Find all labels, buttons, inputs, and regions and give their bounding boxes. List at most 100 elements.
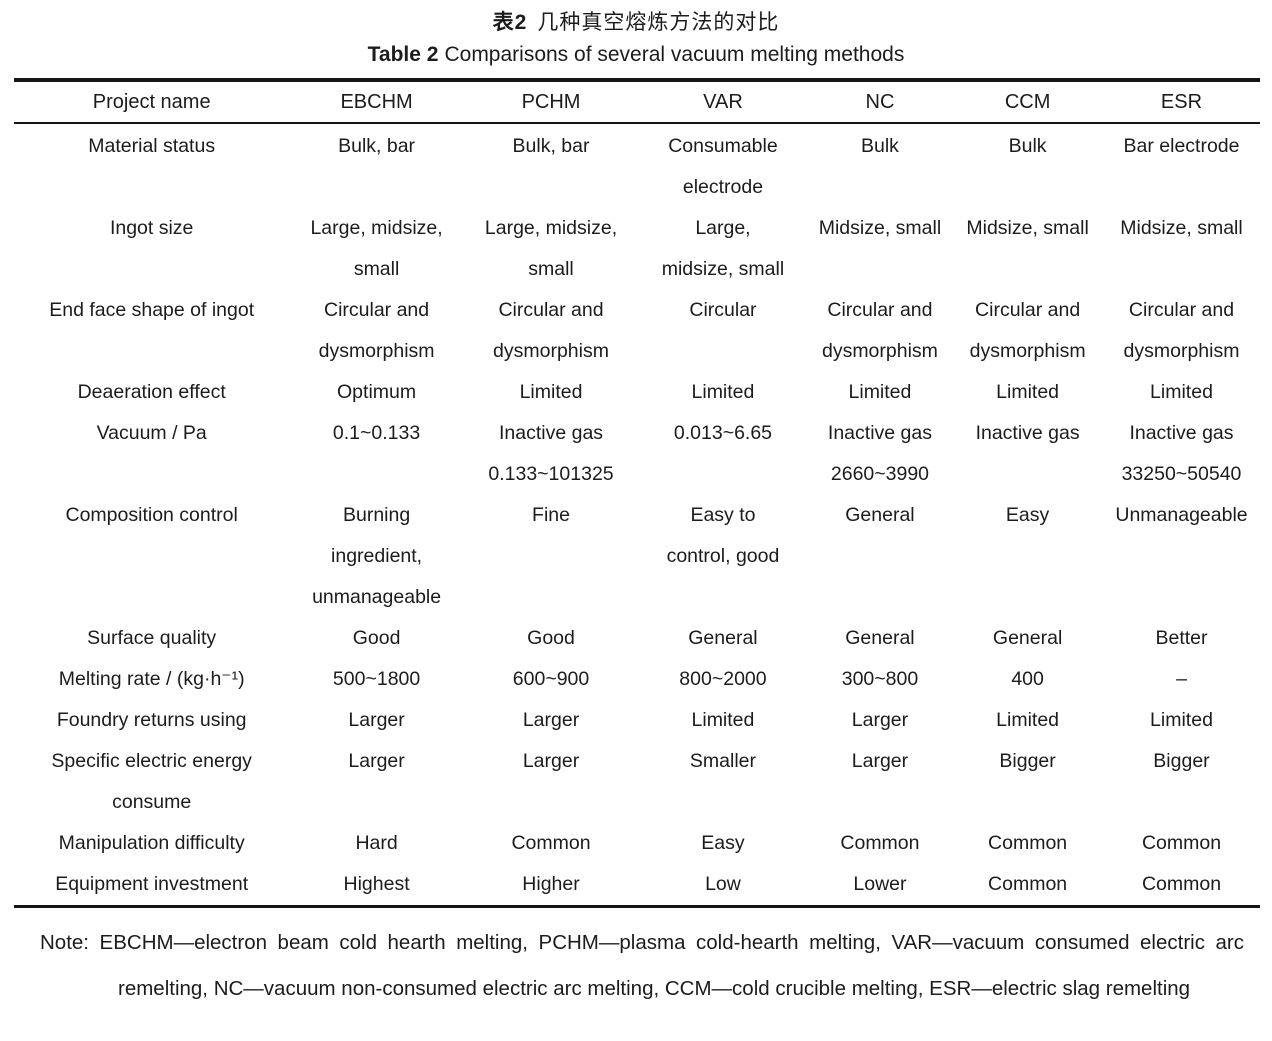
table-cell: Easy — [1005, 504, 1050, 526]
table-cell: Common — [988, 873, 1068, 895]
table-cell: Limited — [848, 381, 912, 403]
table-cell: 0.013~6.65 — [673, 422, 773, 444]
table-cell: – — [1176, 668, 1187, 690]
comparison-table: Project name EBCHM PCHM VAR NC CCM ESR M… — [14, 78, 1260, 908]
table-cell: 300~800 — [841, 668, 919, 690]
table-cell: General — [845, 504, 915, 526]
row-label: Surface quality — [87, 627, 217, 649]
table-cell: Lower — [853, 873, 907, 895]
table-cell: Midsize, small — [1120, 217, 1243, 239]
table-row: Material status Bulk, bar Bulk, bar Consuma… — [14, 123, 1260, 208]
table-cell: Midsize, small — [818, 217, 942, 239]
table-cell: Larger — [851, 709, 909, 731]
table-cell: Bigger — [1153, 750, 1210, 772]
row-label: Equipment investment — [55, 873, 249, 895]
table-cell: Common — [988, 832, 1068, 854]
table-cell: Bulk, bar — [512, 135, 590, 157]
table-cell: Good — [352, 627, 401, 649]
table-cell: Large, midsize, small — [661, 217, 785, 280]
table-cell: Highest — [343, 873, 410, 895]
table-cell: Bigger — [999, 750, 1056, 772]
column-header-nc: NC — [807, 80, 953, 124]
column-header-var: VAR — [638, 80, 808, 124]
table-title-zh-text: 几种真空熔炼方法的对比 — [537, 11, 780, 34]
table-cell: Limited — [691, 381, 755, 403]
table-cell: Easy to control, good — [666, 504, 780, 567]
table-cell: Bulk — [1008, 135, 1047, 157]
row-label: Specific electric energy consume — [51, 750, 252, 813]
table-cell: Consumable electrode — [668, 135, 778, 198]
table-cell: Limited — [996, 381, 1060, 403]
column-header-ebchm: EBCHM — [289, 80, 464, 124]
table-cell: Circular and dysmorphism — [1123, 299, 1240, 362]
table-cell: Easy — [701, 832, 745, 854]
table-row: Surface quality Good Good General General Gen… — [14, 618, 1260, 659]
table-row: End face shape of ingot Circular and dysm… — [14, 290, 1260, 372]
column-header-esr: ESR — [1102, 80, 1260, 124]
note-text: EBCHM—electron beam cold hearth melting,… — [99, 931, 1244, 1000]
table-cell: Larger — [522, 709, 580, 731]
table-cell: Inactive gas 33250~50540 — [1121, 422, 1242, 485]
table-cell: Bulk, bar — [338, 135, 416, 157]
table-title-en-text: Comparisons of several vacuum melting me… — [444, 43, 905, 66]
row-label: Manipulation difficulty — [58, 832, 245, 854]
table-note: Note: EBCHM—electron beam cold hearth me… — [14, 920, 1264, 1012]
table-cell: Circular and dysmorphism — [318, 299, 435, 362]
table-row: Ingot size Large, midsize, small Large, mi… — [14, 208, 1260, 290]
table-cell: Limited — [519, 381, 583, 403]
table-row: Foundry returns using Larger Larger Limited… — [14, 700, 1260, 741]
table-body: Material status Bulk, bar Bulk, bar Consuma… — [14, 123, 1260, 907]
table-cell: Good — [527, 627, 575, 649]
table-cell: Circular and dysmorphism — [821, 299, 938, 362]
table-cell: Limited — [1150, 381, 1213, 403]
row-label: Material status — [88, 135, 216, 157]
table-cell: Limited — [1150, 709, 1213, 731]
table-row: Deaeration effect Optimum Limited Limited Li… — [14, 372, 1260, 413]
table-cell: Larger — [522, 750, 580, 772]
table-cell: General — [688, 627, 758, 649]
row-label: Composition control — [65, 504, 238, 526]
table-row: Equipment investment Highest Higher Low Lowe… — [14, 864, 1260, 907]
table-row: Manipulation difficulty Hard Common Easy Com… — [14, 823, 1260, 864]
table-cell: Inactive gas 2660~3990 — [827, 422, 932, 485]
table-cell: Inactive gas — [975, 422, 1080, 444]
table-row: Melting rate / (kg·h⁻¹) 500~1800 600~900 80… — [14, 659, 1260, 700]
table-cell: Fine — [532, 504, 570, 526]
table-cell: General — [992, 627, 1063, 649]
table-title-zh: 表2 几种真空熔炼方法的对比 — [0, 8, 1272, 38]
table-cell: Common — [511, 832, 591, 854]
table-cell: Better — [1155, 627, 1208, 649]
column-header-project-name: Project name — [14, 80, 290, 124]
column-header-pchm: PCHM — [463, 80, 639, 124]
table-cell: Higher — [522, 873, 580, 895]
row-label: End face shape of ingot — [49, 299, 255, 321]
table-cell: Larger — [348, 750, 405, 772]
table-cell: 400 — [1011, 668, 1044, 690]
column-header-ccm: CCM — [952, 80, 1103, 124]
table-row: Specific electric energy consume Larger La… — [14, 741, 1260, 823]
table-cell: Hard — [355, 832, 398, 854]
table-cell: Limited — [691, 709, 755, 731]
header-row: Project name EBCHM PCHM VAR NC CCM ESR — [14, 80, 1260, 124]
table-cell: Smaller — [689, 750, 757, 772]
table-cell: Large, midsize, small — [310, 217, 443, 280]
note-label: Note: — [40, 931, 89, 954]
row-label: Foundry returns using — [56, 709, 247, 731]
table-row: Vacuum / Pa 0.1~0.133 Inactive gas 0.133~1… — [14, 413, 1260, 495]
table-titles: 表2 几种真空熔炼方法的对比 Table 2 Comparisons of seve… — [0, 0, 1272, 72]
table-cell: Limited — [996, 709, 1060, 731]
table-cell: Inactive gas 0.133~101325 — [488, 422, 614, 485]
table-cell: Circular and dysmorphism — [493, 299, 609, 362]
table-cell: Common — [1141, 832, 1222, 854]
table-cell: Midsize, small — [966, 217, 1089, 239]
table-cell: 600~900 — [512, 668, 590, 690]
row-label: Melting rate / (kg·h⁻¹) — [58, 668, 245, 690]
table-cell: Larger — [851, 750, 909, 772]
table-cell: Larger — [348, 709, 405, 731]
table-cell: Burning ingredient, unmanageable — [312, 504, 442, 608]
table-cell: Bar electrode — [1123, 135, 1240, 157]
table-cell: Large, midsize, small — [484, 217, 618, 280]
table-cell: 500~1800 — [332, 668, 421, 690]
table-cell: Unmanageable — [1115, 504, 1248, 526]
